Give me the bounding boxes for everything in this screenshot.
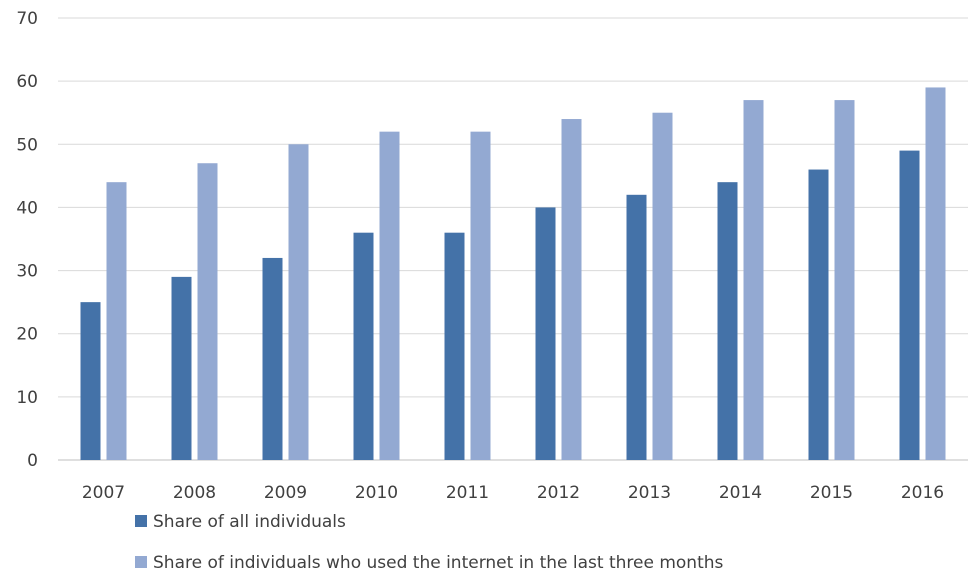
bar-internet-users-2016	[925, 87, 946, 460]
x-tick-label: 2011	[446, 483, 489, 503]
y-tick-label: 0	[27, 451, 38, 471]
bar-all-individuals-2010	[353, 232, 374, 460]
legend: Share of all individuals Share of individ…	[135, 512, 724, 573]
legend-swatch	[135, 556, 147, 568]
x-tick-label: 2015	[810, 483, 853, 503]
legend-label: Share of all individuals	[153, 512, 346, 532]
bar-internet-users-2011	[470, 131, 491, 460]
bar-internet-users-2012	[561, 119, 582, 461]
y-tick-label: 70	[16, 9, 38, 29]
bar-internet-users-2009	[288, 144, 309, 461]
bar-all-individuals-2012	[535, 207, 556, 460]
bar-all-individuals-2011	[444, 232, 465, 460]
y-tick-label: 30	[16, 262, 38, 282]
x-tick-label: 2008	[173, 483, 216, 503]
bar-all-individuals-2009	[262, 257, 283, 460]
gridlines	[58, 17, 968, 461]
y-tick-label: 20	[16, 325, 38, 345]
x-tick-label: 2016	[901, 483, 944, 503]
bar-all-individuals-2014	[717, 182, 738, 460]
bar-internet-users-2008	[197, 163, 218, 460]
bar-all-individuals-2007	[80, 302, 101, 460]
y-tick-label: 10	[16, 388, 38, 408]
legend-label: Share of individuals who used the intern…	[153, 553, 724, 573]
bars	[80, 87, 946, 461]
legend-swatch	[135, 515, 147, 527]
y-tick-label: 60	[16, 72, 38, 92]
x-tick-label: 2010	[355, 483, 398, 503]
bar-all-individuals-2015	[808, 169, 829, 461]
y-tick-label: 40	[16, 198, 38, 218]
bar-internet-users-2015	[834, 100, 855, 460]
x-tick-label: 2007	[82, 483, 125, 503]
bar-all-individuals-2008	[171, 276, 192, 460]
x-tick-label: 2009	[264, 483, 307, 503]
bar-all-individuals-2013	[626, 194, 647, 461]
bar-internet-users-2007	[106, 182, 127, 460]
y-tick-label: 50	[16, 135, 38, 155]
y-axis: 0 10 20 30 40 50 60 70	[16, 9, 38, 471]
bar-all-individuals-2016	[899, 150, 920, 460]
x-tick-label: 2013	[628, 483, 671, 503]
x-tick-label: 2014	[719, 483, 762, 503]
bar-internet-users-2014	[743, 100, 764, 460]
bar-internet-users-2013	[652, 112, 673, 460]
x-axis: 2007 2008 2009 2010 2011 2012 2013 2014 2015 2016	[82, 483, 944, 503]
bar-internet-users-2010	[379, 131, 400, 460]
x-tick-label: 2012	[537, 483, 580, 503]
